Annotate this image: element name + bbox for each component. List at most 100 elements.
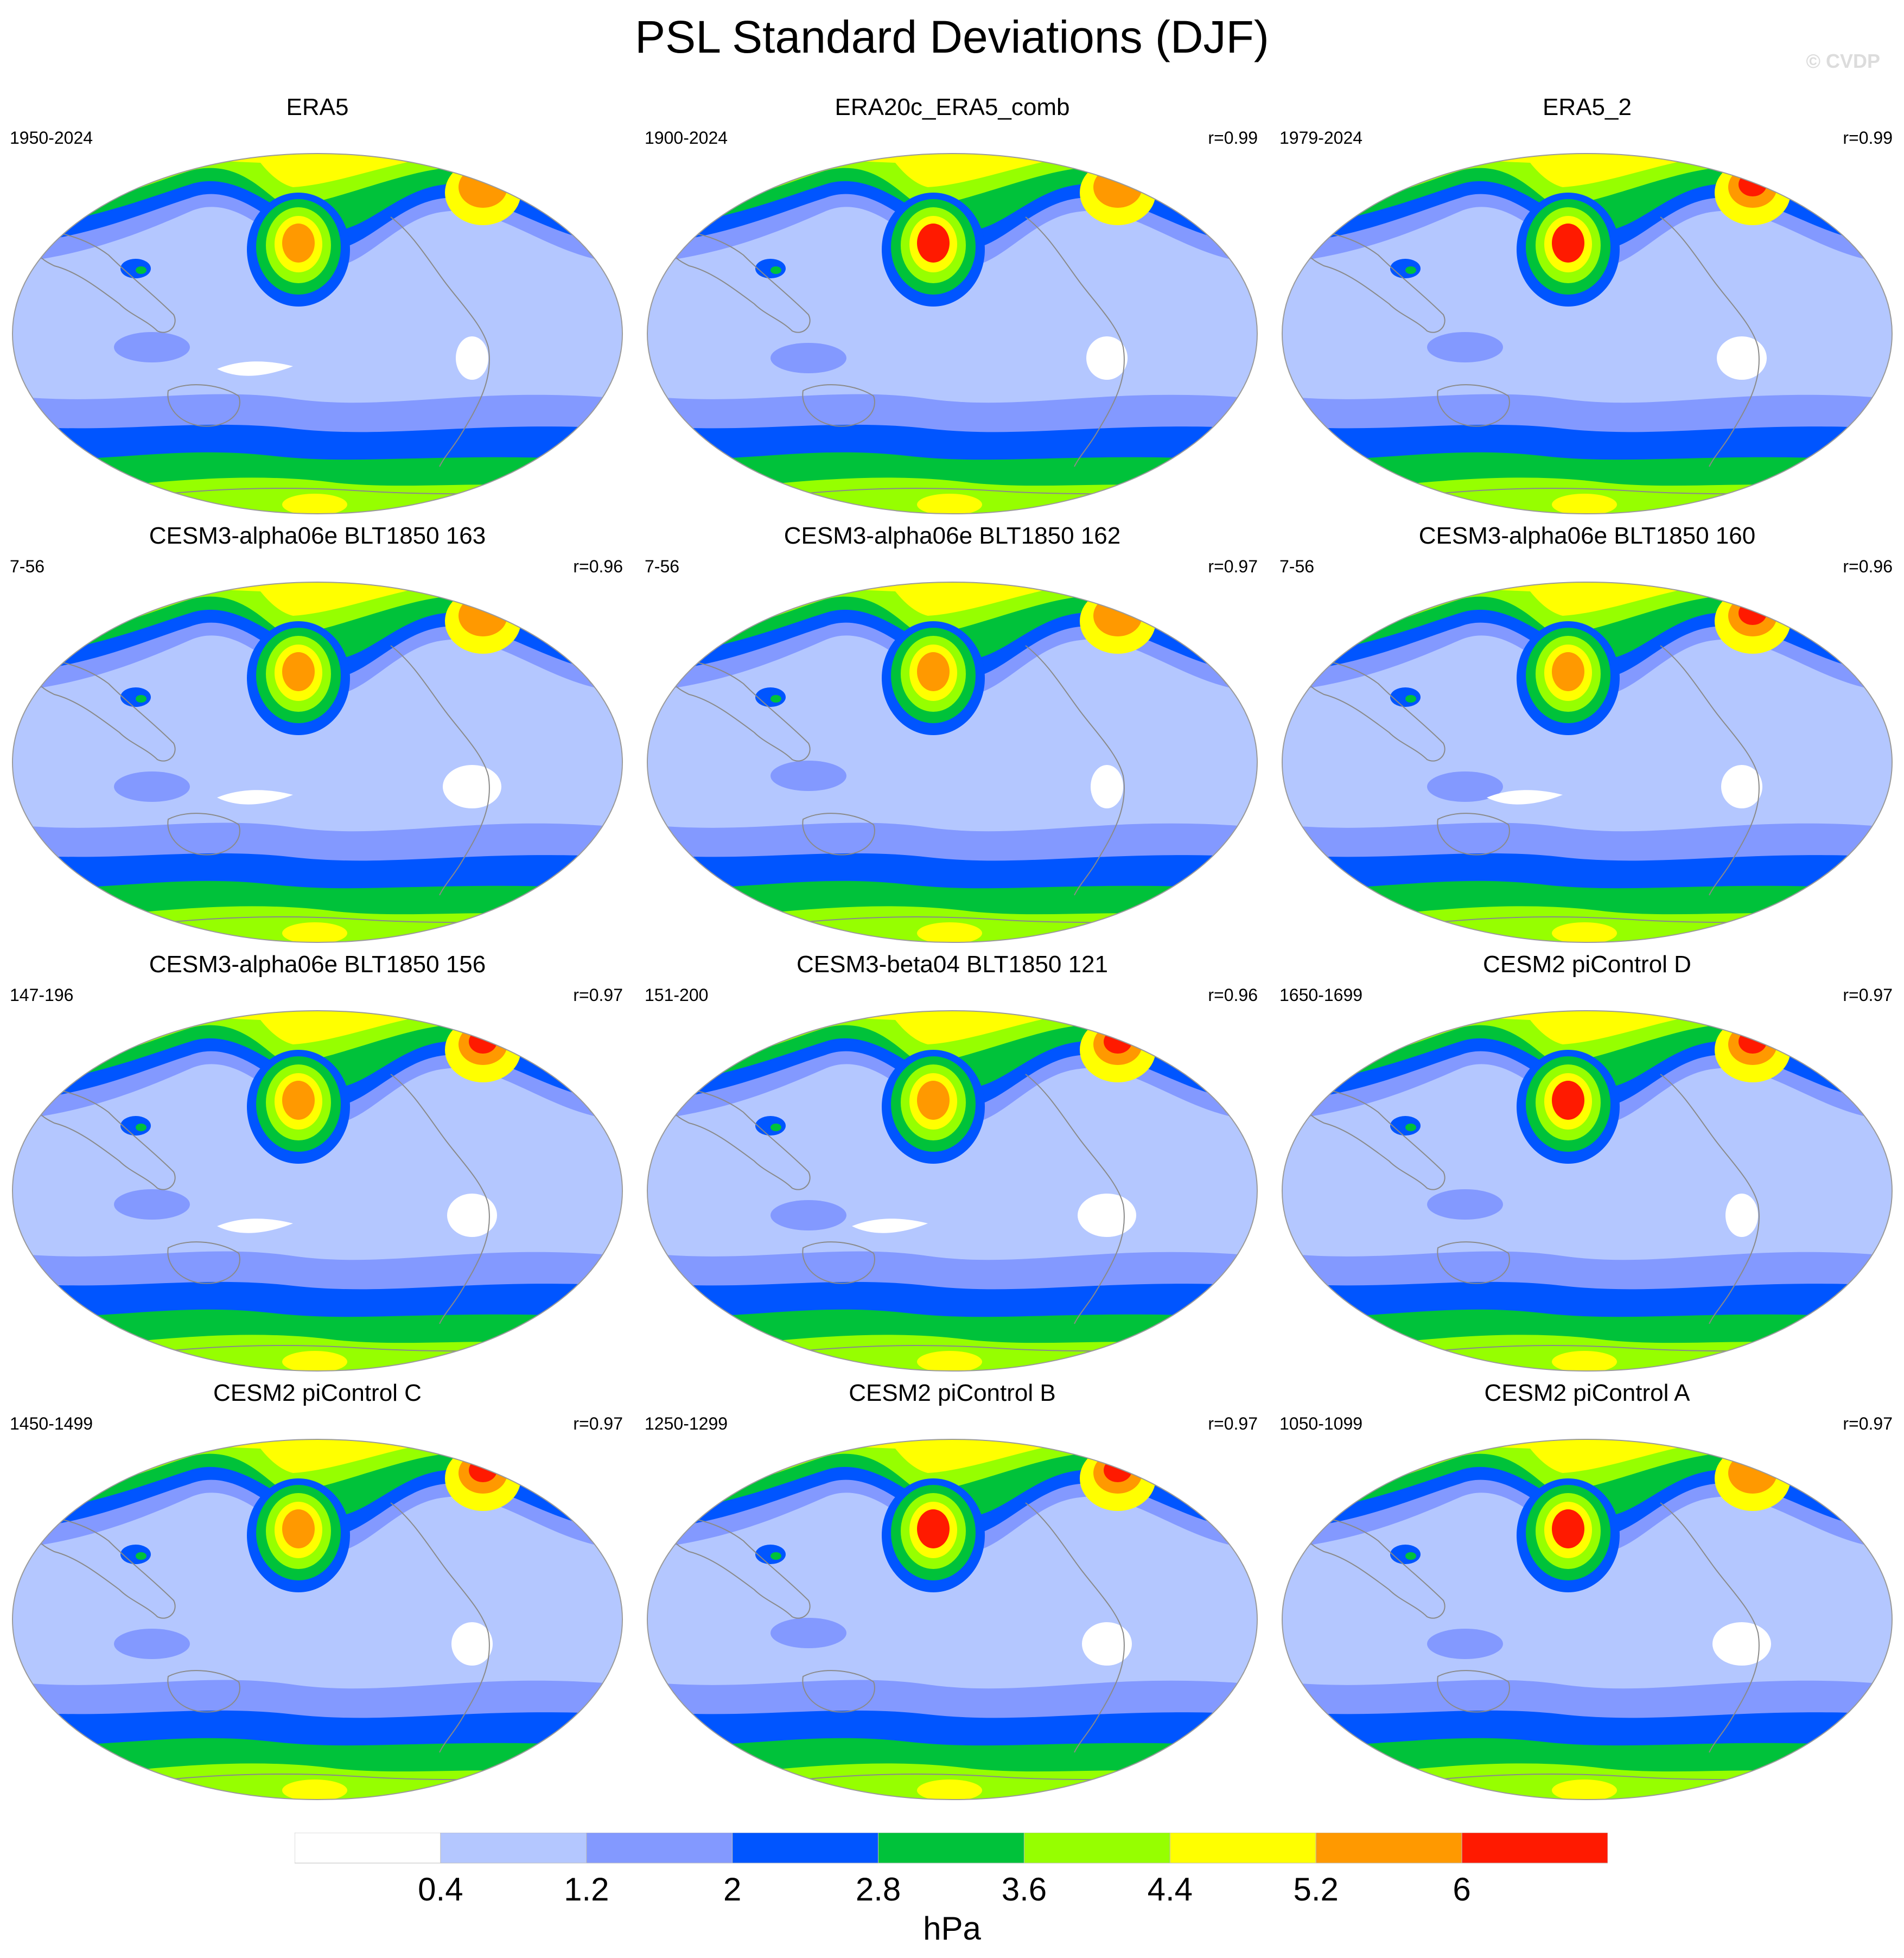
- tropical-min: [852, 1219, 928, 1233]
- colorbar-box: [1169, 1833, 1316, 1864]
- sh-max: [917, 922, 982, 942]
- samerica-min: [456, 336, 488, 380]
- americas-coast: [390, 1074, 490, 1324]
- tibet-core: [770, 1552, 781, 1560]
- panel-correlation: r=0.99: [1843, 128, 1893, 148]
- natl-core: [469, 1030, 497, 1054]
- npac-core: [1558, 1517, 1578, 1541]
- tropical-patch: [114, 1629, 190, 1659]
- americas-coast: [390, 216, 490, 467]
- panel-period: 151-200: [645, 985, 709, 1005]
- tropical-patch: [114, 1189, 190, 1220]
- natl-lobe-7: [459, 595, 507, 636]
- colorbar-tick-label: 5.2: [1294, 1871, 1339, 1908]
- natl-lobe-7: [1093, 595, 1142, 636]
- panel-period: 1250-1299: [645, 1414, 728, 1433]
- sh-max: [282, 1780, 347, 1800]
- natl-core: [1739, 1030, 1767, 1054]
- asia-coast: [31, 231, 176, 333]
- natl-lobe-7: [1728, 1452, 1777, 1494]
- americas-coast: [1025, 645, 1125, 896]
- natl-lobe-7: [1093, 167, 1142, 208]
- asia-coast: [1301, 1088, 1445, 1190]
- panel-correlation: r=0.99: [1208, 128, 1258, 148]
- map-outline: [12, 582, 623, 943]
- asia-coast: [666, 660, 811, 762]
- tropical-patch: [114, 771, 190, 802]
- map-outline: [1282, 1010, 1893, 1372]
- npac-core: [924, 1517, 943, 1541]
- panel-period: 1650-1699: [1279, 985, 1363, 1005]
- map-panel: CESM3-alpha06e BLT1850 160 7-56 r=0.96: [1270, 521, 1904, 966]
- panel-period: 1900-2024: [645, 128, 728, 148]
- samerica-min: [1721, 765, 1762, 808]
- colorbar-tick-label: 1.2: [564, 1871, 609, 1908]
- tibet-blob: [120, 1116, 151, 1136]
- tibet-blob: [755, 1116, 786, 1136]
- cvdp-watermark: © CVDP: [1806, 50, 1880, 72]
- psl-stddev-map: [647, 153, 1258, 514]
- figure-title: PSL Standard Deviations (DJF): [635, 11, 1269, 62]
- sh-max: [282, 1351, 347, 1371]
- tropical-patch: [770, 1200, 846, 1230]
- map-panel: CESM3-beta04 BLT1850 121 151-200 r=0.96: [635, 949, 1270, 1394]
- samerica-min: [1717, 336, 1767, 380]
- asia-coast: [666, 231, 811, 333]
- npac-lobe-7: [282, 1081, 315, 1120]
- tibet-core: [770, 695, 781, 703]
- tropical-patch: [770, 1618, 846, 1648]
- panel-title: CESM2 piControl B: [849, 1380, 1056, 1406]
- tropical-patch: [770, 761, 846, 791]
- asia-coast: [666, 1088, 811, 1190]
- sh-max: [917, 494, 982, 514]
- panel-period: 7-56: [645, 557, 680, 576]
- australia-coast: [167, 813, 240, 856]
- map-outline: [1282, 153, 1893, 514]
- map-outline: [12, 153, 623, 514]
- colorbar-tick-label: 4.4: [1148, 1871, 1193, 1908]
- australia-coast: [167, 1241, 240, 1284]
- panel-title: CESM3-beta04 BLT1850 121: [797, 951, 1108, 978]
- panel-period: 1979-2024: [1279, 128, 1363, 148]
- psl-stddev-map: [12, 153, 623, 514]
- map-panel: CESM2 piControl D 1650-1699 r=0.97: [1270, 949, 1904, 1394]
- natl-core: [1739, 173, 1767, 196]
- panel-title: CESM3-alpha06e BLT1850 163: [149, 522, 486, 549]
- npac-core: [1558, 231, 1578, 255]
- colorbar-unit-label: hPa: [923, 1910, 981, 1947]
- colorbar-tick-label: 0.4: [418, 1871, 463, 1908]
- panel-period: 1450-1499: [10, 1414, 93, 1433]
- sh-max: [282, 922, 347, 942]
- map-panel: CESM2 piControl A 1050-1099 r=0.97: [1270, 1378, 1904, 1823]
- americas-coast: [390, 1502, 490, 1753]
- asia-coast: [1301, 231, 1445, 333]
- americas-coast: [1660, 1502, 1760, 1753]
- colorbar: 0.4 1.2 2 2.8 3.6 4.4 5.2 6: [295, 1833, 1608, 1908]
- tropical-patch: [1427, 1629, 1503, 1659]
- psl-stddev-map: [647, 1010, 1258, 1372]
- tropical-patch: [1427, 332, 1503, 362]
- coastlines: [1301, 1486, 1878, 1785]
- tibet-blob: [1390, 687, 1421, 707]
- panel-correlation: r=0.97: [573, 985, 623, 1005]
- australia-coast: [802, 1241, 875, 1284]
- colorbar-tick-label: 6: [1453, 1871, 1470, 1908]
- tibet-core: [136, 1124, 147, 1131]
- samerica-min: [1725, 1194, 1758, 1237]
- samerica-min: [1086, 336, 1128, 380]
- psl-stddev-map: [12, 582, 623, 943]
- tibet-core: [1405, 266, 1416, 274]
- natl-core: [1104, 1030, 1132, 1054]
- natl-lobe-7: [459, 167, 507, 208]
- colorbar-tick-label: 3.6: [1002, 1871, 1047, 1908]
- tibet-blob: [1390, 1545, 1421, 1564]
- colorbar-box: [1315, 1833, 1462, 1864]
- tibet-core: [136, 1552, 147, 1560]
- npac-lobe-7: [282, 652, 315, 691]
- samerica-min: [1082, 1622, 1132, 1666]
- npac-lobe-7: [282, 224, 315, 263]
- panel-correlation: r=0.96: [1208, 985, 1258, 1005]
- map-panel: CESM2 piControl B 1250-1299 r=0.97: [635, 1378, 1270, 1823]
- tibet-blob: [755, 259, 786, 278]
- tibet-blob: [120, 259, 151, 278]
